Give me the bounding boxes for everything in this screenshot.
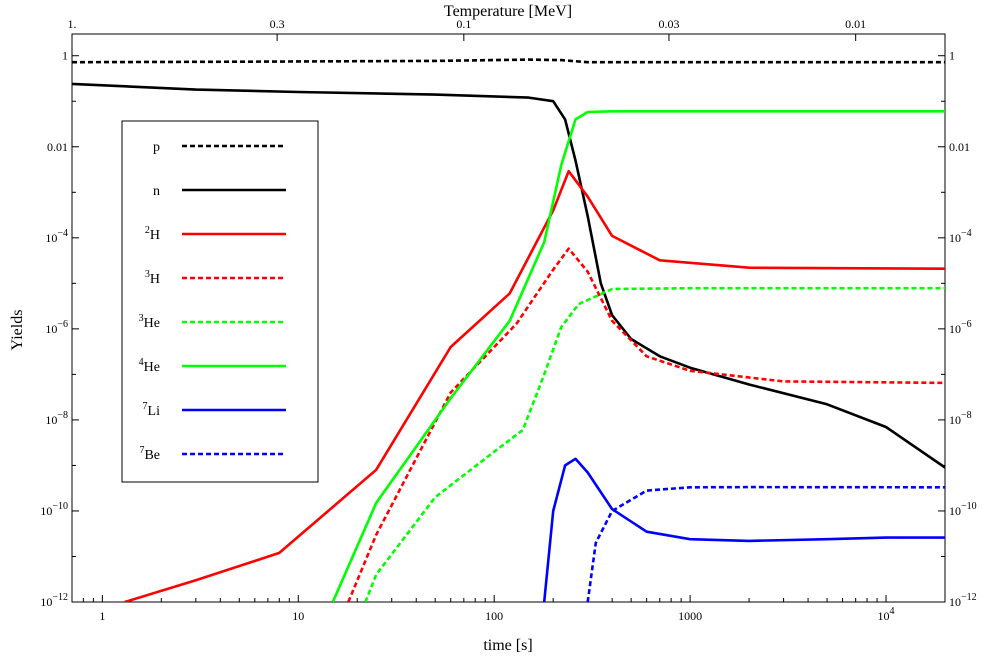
legend: p n 2H 3H 3He 4He 7Li 7Be [121,120,319,483]
top-axis-title: Temperature [MeV] [444,3,572,20]
top-tick-label: 0.01 [845,17,866,31]
y-tick-label-left: 10−10 [40,501,68,518]
legend-label: 3H [145,269,160,287]
legend-label: 7Li [143,401,161,419]
top-tick-label: 0.3 [270,17,285,31]
y-tick-label-left: 10−6 [45,319,68,336]
y-tick-label-right: 1 [949,49,955,63]
series-line-3He [364,286,945,602]
y-tick-label-right: 10−12 [949,592,977,609]
series-line-n [72,82,945,469]
legend-label: 4He [139,357,160,375]
top-tick-label: 0.1 [456,17,471,31]
top-tick-label: 1. [68,17,77,31]
y-tick-label-right: 10−4 [949,228,972,245]
y-tick-label-right: 10−6 [949,319,972,336]
legend-box [121,120,319,483]
legend-label: p [153,140,160,155]
y-tick-label-right: 0.01 [949,140,970,154]
series-line-2H [124,169,945,602]
series-line-p [72,58,945,64]
plot-frame [71,33,946,603]
legend-label: 3He [139,313,160,331]
x-tick-label: 104 [878,606,895,623]
x-tick-label: 1000 [678,609,702,623]
series-layer [72,58,945,602]
x-axis-title: time [s] [483,637,532,654]
legend-label: n [153,184,160,199]
series-line-7Li [542,457,945,602]
top-tick-label: 0.03 [658,17,679,31]
series-line-7Be [586,485,945,602]
y-tick-label-left: 10−8 [45,410,68,427]
y-axis-title: Yields [9,310,26,351]
y-tick-label-right: 10−8 [949,410,972,427]
tick-layer: 1 10 100 1000 104 1. 0.3 0.1 0.03 0.01 10−12 10−12 1… [40,17,976,623]
legend-label: 7Be [139,445,160,463]
series-line-3H [347,247,945,602]
y-tick-label-left: 1 [62,49,68,63]
y-tick-label-right: 10−10 [949,501,977,518]
y-tick-label-left: 10−12 [40,592,68,609]
legend-label: 2H [145,225,160,243]
y-tick-label-left: 0.01 [47,140,68,154]
y-tick-label-left: 10−4 [45,228,68,245]
x-tick-label: 10 [292,609,304,623]
series-line-4He [331,110,945,602]
x-tick-label: 100 [485,609,503,623]
x-tick-label: 1 [99,609,105,623]
